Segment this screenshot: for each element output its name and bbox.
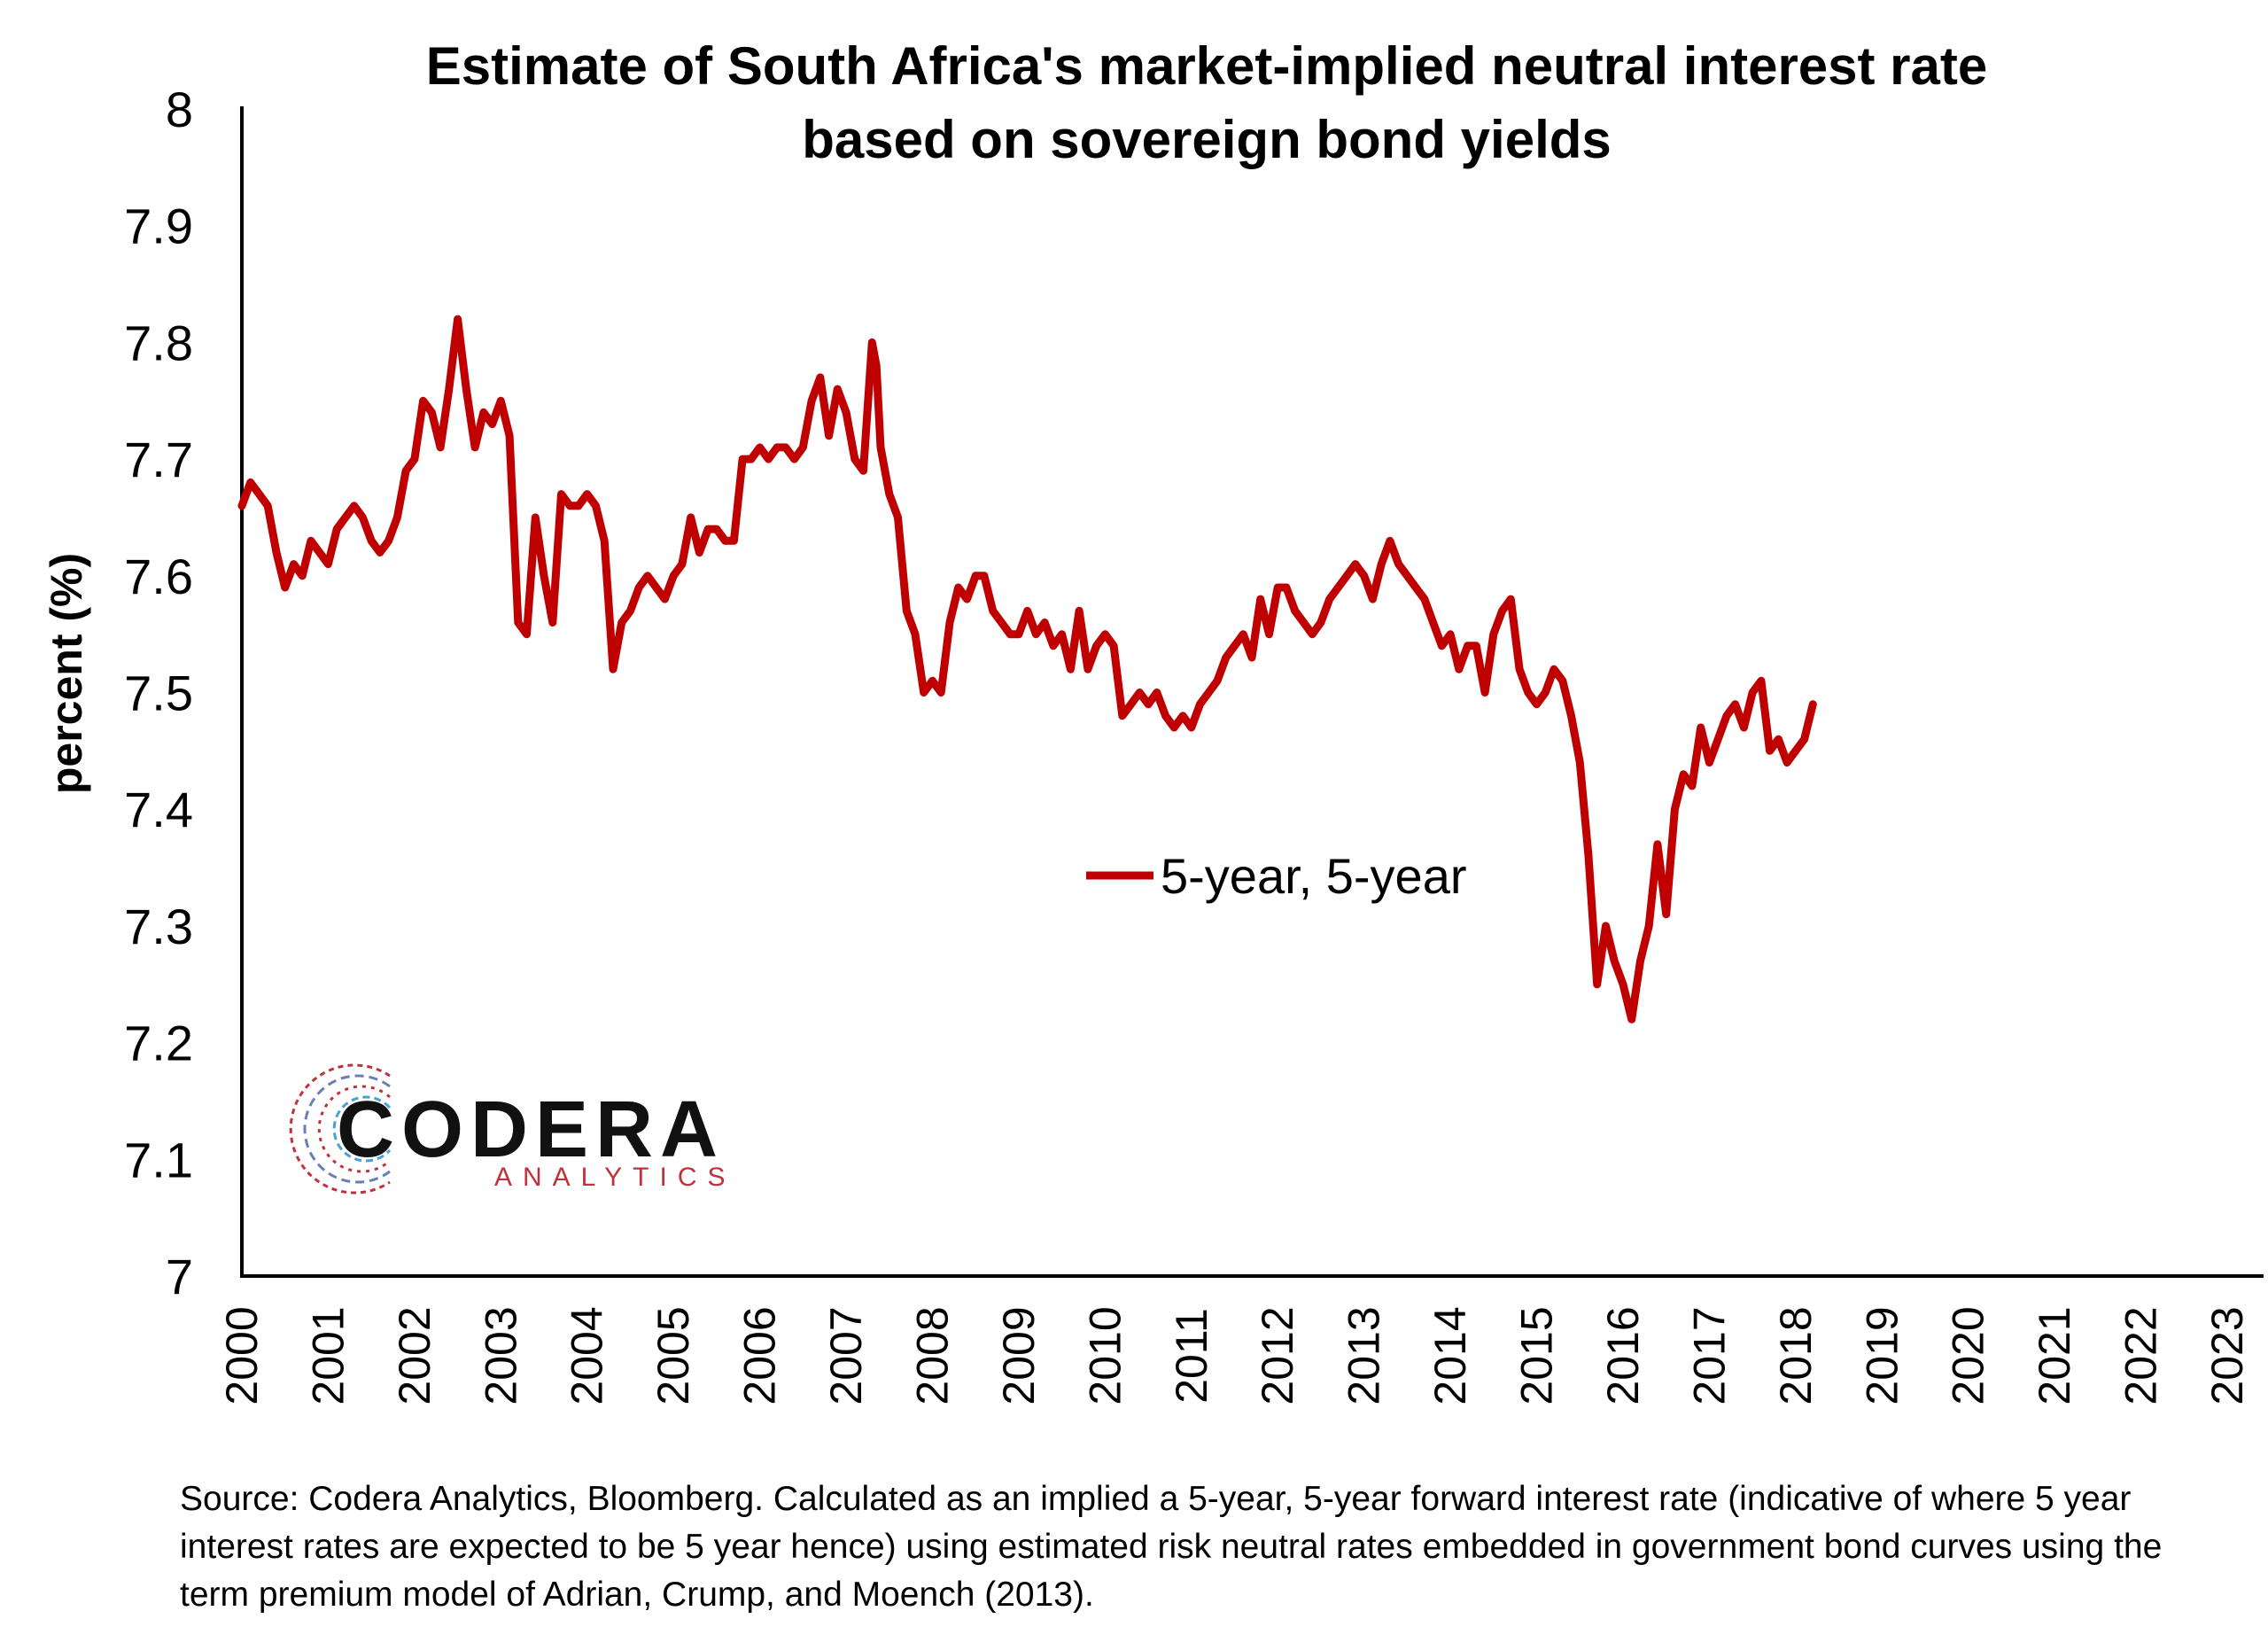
y-tick-label: 7.4	[124, 782, 193, 837]
y-tick-labels: 8 7.9 7.8 7.7 7.6 7.5 7.4 7.3 7.2 7.1 7	[124, 82, 193, 1304]
x-tick-label: 2023	[2202, 1306, 2252, 1405]
logo-name: CODERA	[337, 1086, 725, 1174]
chart-title-line-1: Estimate of South Africa's market-implie…	[426, 36, 1988, 96]
y-tick-label: 7.3	[124, 899, 193, 954]
series-group	[237, 315, 1817, 1023]
x-tick-label: 2003	[476, 1306, 525, 1405]
x-tick-label: 2001	[303, 1306, 353, 1405]
y-tick-label: 7.1	[124, 1132, 193, 1187]
x-tick-label: 2010	[1080, 1306, 1130, 1405]
x-tick-label: 2019	[1857, 1306, 1907, 1405]
x-tick-label: 2020	[1944, 1306, 1993, 1405]
x-tick-label: 2018	[1771, 1306, 1821, 1405]
x-tick-label: 2017	[1684, 1306, 1734, 1405]
x-tick-label: 2006	[735, 1306, 785, 1405]
x-tick-label: 2002	[390, 1306, 439, 1405]
y-tick-label: 7	[166, 1249, 193, 1304]
chart-title-line-2: based on sovereign bond yields	[802, 110, 1612, 169]
logo-mark-icon	[289, 1063, 392, 1195]
codera-logo: CODERA ANALYTICS	[289, 1063, 736, 1195]
y-tick-label: 7.8	[124, 315, 193, 370]
x-tick-label: 2005	[649, 1306, 698, 1405]
legend: 5-year, 5-year	[1086, 848, 1467, 904]
x-tick-labels: 2000 2001 2002 2003 2004 2005 2006 2007 2008 2009…	[217, 1306, 2252, 1405]
series-line	[237, 315, 1817, 1023]
x-tick-label: 2009	[994, 1306, 1044, 1405]
y-tick-label: 7.5	[124, 665, 193, 721]
x-tick-label: 2012	[1253, 1306, 1302, 1405]
x-tick-label: 2014	[1425, 1306, 1475, 1405]
x-tick-label: 2008	[907, 1306, 957, 1405]
x-tick-label: 2022	[2117, 1306, 2166, 1405]
y-tick-label: 7.7	[124, 432, 193, 487]
x-tick-label: 2011	[1167, 1308, 1216, 1404]
logo-subtitle: ANALYTICS	[494, 1163, 736, 1192]
x-tick-label: 2021	[2030, 1306, 2079, 1405]
y-tick-label: 7.9	[124, 198, 193, 254]
y-tick-label: 7.6	[124, 549, 193, 604]
x-tick-label: 2013	[1340, 1306, 1389, 1405]
x-tick-label: 2004	[563, 1306, 612, 1405]
x-tick-label: 2007	[821, 1306, 871, 1405]
y-tick-label: 7.2	[124, 1016, 193, 1071]
x-tick-label: 2016	[1598, 1306, 1648, 1405]
y-tick-label: 8	[166, 82, 193, 137]
source-note: Source: Codera Analytics, Bloomberg. Cal…	[180, 1480, 2163, 1614]
x-tick-label: 2000	[217, 1306, 267, 1405]
legend-label: 5-year, 5-year	[1161, 848, 1467, 904]
y-axis-label: percent (%)	[42, 553, 91, 794]
x-tick-label: 2015	[1512, 1306, 1562, 1405]
